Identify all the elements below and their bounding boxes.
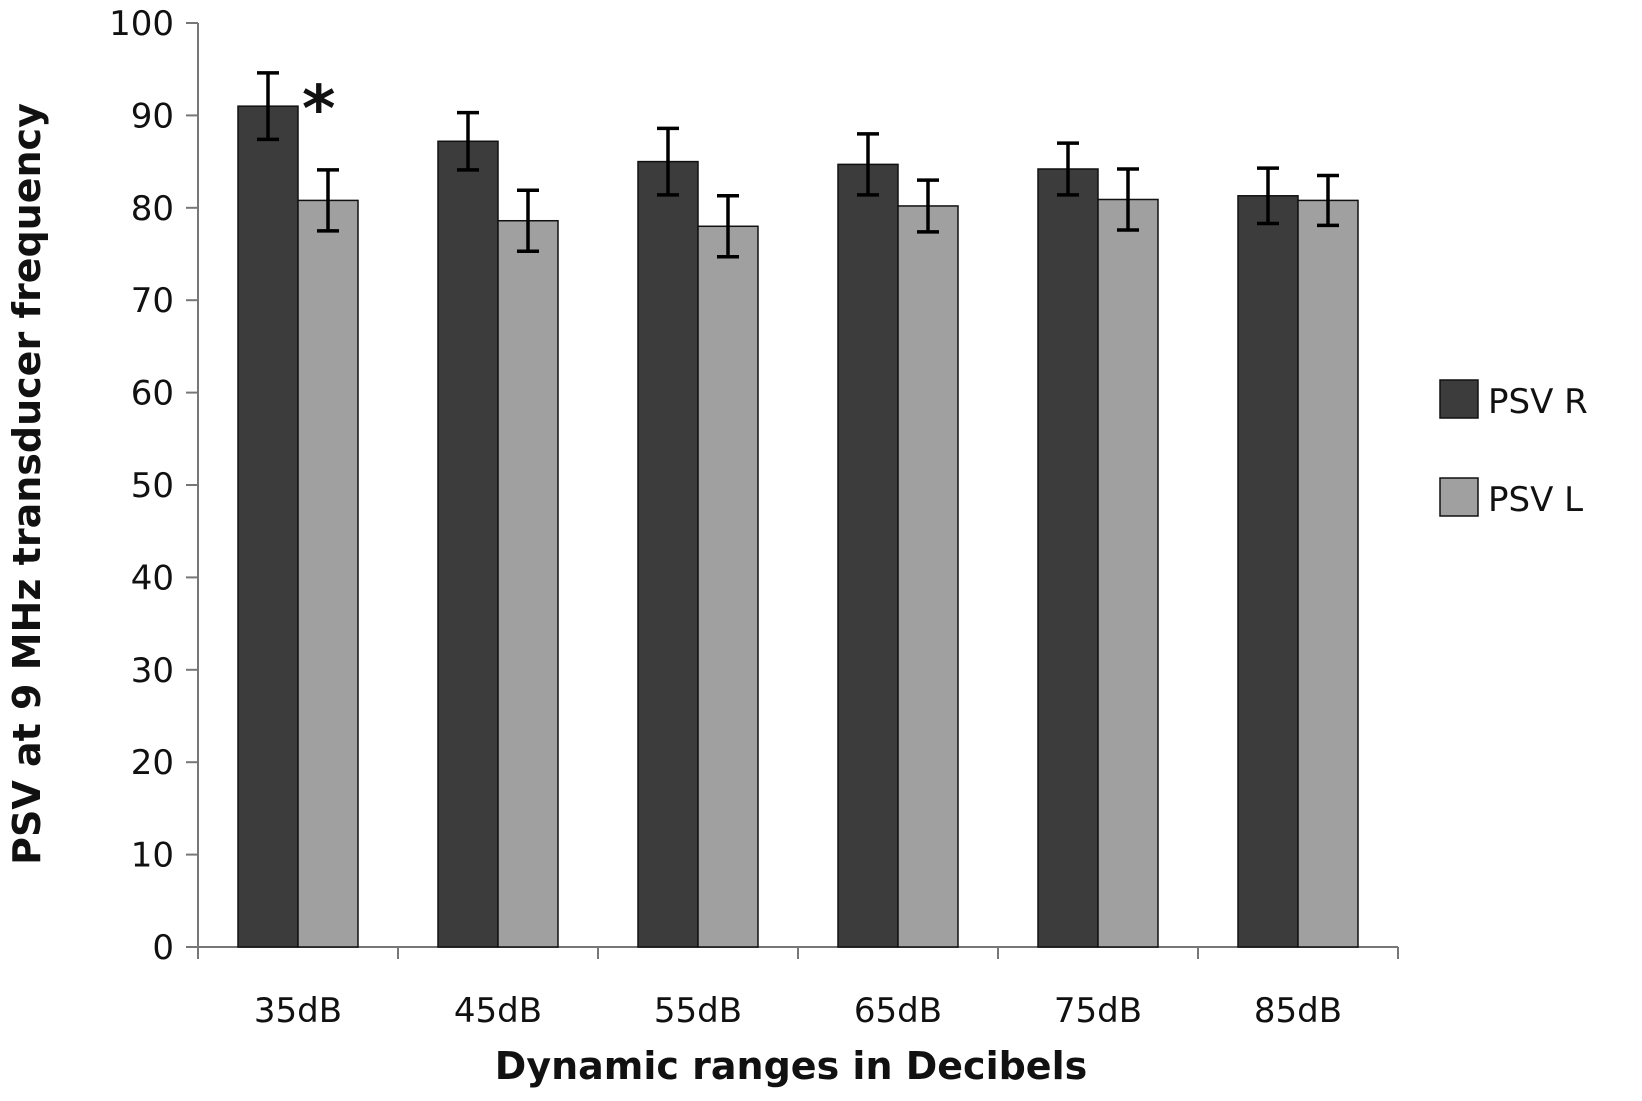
legend-label-psv-l: PSV L [1488, 480, 1583, 520]
bar-psv-r [1237, 195, 1299, 948]
x-tick-label: 45dB [454, 991, 542, 1031]
legend-swatch-psv-r [1439, 379, 1479, 419]
y-tick-label: 0 [152, 928, 174, 968]
y-tick-label: 50 [131, 466, 174, 506]
bar-psv-l [697, 225, 759, 948]
bar-psv-r [437, 140, 499, 948]
x-tick-label: 75dB [1054, 991, 1142, 1031]
bars [237, 105, 1359, 948]
x-tick-label: 55dB [654, 991, 742, 1031]
axes: 0 10 20 30 40 50 60 70 80 90 100 35dB 45dB 55dB 65dB 75… [109, 4, 1399, 1031]
bar-psv-l [497, 219, 559, 948]
y-axis-title: PSV at 9 MHz transducer frequency [5, 103, 49, 865]
y-tick-label: 10 [131, 836, 174, 876]
bar-psv-l [297, 199, 359, 948]
y-tick-label: 80 [131, 189, 174, 229]
x-tick-label: 85dB [1254, 991, 1342, 1031]
bar-psv-r [1037, 168, 1099, 948]
y-tick-label: 40 [131, 558, 174, 598]
bar-psv-r [837, 163, 899, 948]
legend-label-psv-r: PSV R [1488, 382, 1588, 422]
annotations: * [302, 73, 335, 147]
x-tick-label: 65dB [854, 991, 942, 1031]
bar-psv-r [637, 160, 699, 948]
y-tick-label: 70 [131, 281, 174, 321]
y-tick-label: 20 [131, 743, 174, 783]
legend: PSV R PSV L [1439, 379, 1588, 520]
x-axis-title: Dynamic ranges in Decibels [495, 1044, 1087, 1088]
bar-psv-l [1097, 198, 1159, 948]
y-tick-label: 100 [109, 4, 174, 44]
y-tick-label: 30 [131, 651, 174, 691]
y-tick-label: 90 [131, 96, 174, 136]
x-tick-label: 35dB [254, 991, 342, 1031]
legend-swatch-psv-l [1439, 477, 1479, 517]
bar-psv-l [1297, 199, 1359, 948]
error-bars [257, 71, 1339, 259]
bar-psv-l [897, 205, 959, 948]
bar-psv-r [237, 105, 299, 948]
y-tick-label: 60 [131, 374, 174, 414]
significance-marker: * [302, 73, 335, 147]
